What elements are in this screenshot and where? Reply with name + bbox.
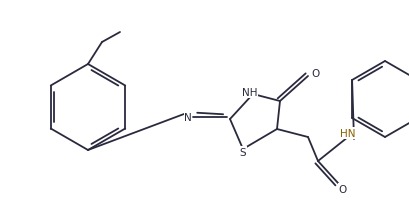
Text: N: N: [184, 112, 191, 122]
Text: O: O: [311, 69, 319, 79]
Text: S: S: [239, 147, 246, 157]
Text: O: O: [338, 184, 346, 194]
Text: NH: NH: [242, 88, 257, 98]
Text: HN: HN: [339, 128, 355, 138]
